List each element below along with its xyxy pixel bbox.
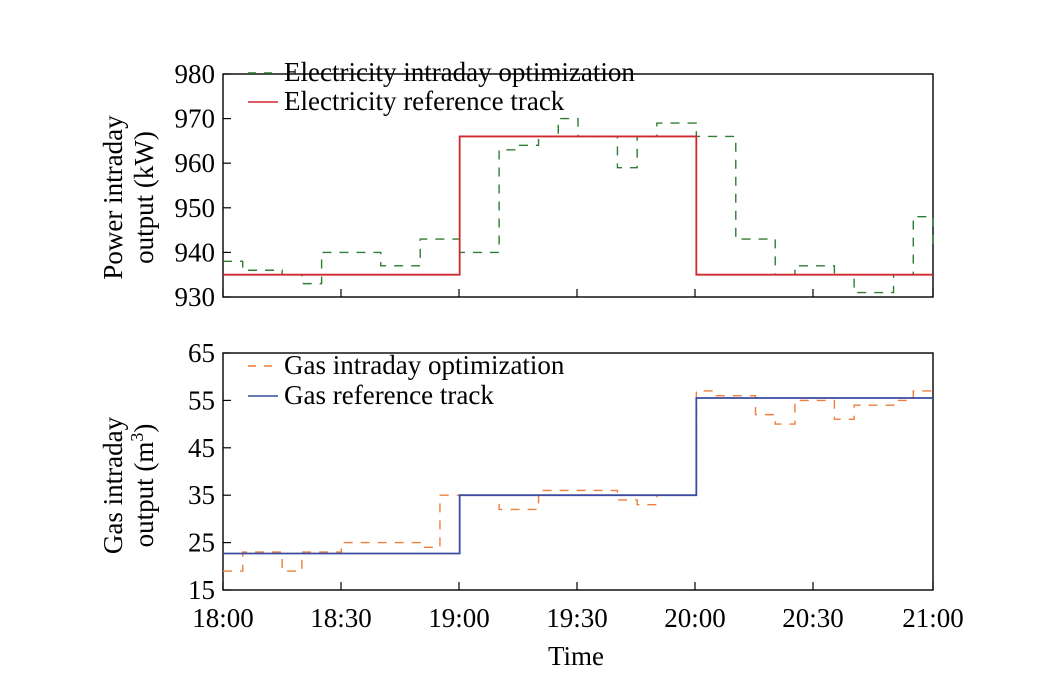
plot-frame-2 — [222, 352, 934, 591]
x-tick-label-5: 20:30 — [782, 603, 844, 633]
x-tick-label-2: 19:00 — [428, 603, 490, 633]
y-tick-label-1-5: 980 — [175, 59, 216, 89]
x-tick-label-4: 20:00 — [664, 603, 726, 633]
plot-frame-1 — [222, 73, 934, 298]
y-tick-label-2-1: 25 — [188, 528, 215, 558]
y-tick-label-1-3: 960 — [175, 148, 216, 178]
y-axis-label-1: Power intradayoutput (kW) — [98, 115, 159, 280]
y-tick-label-1-2: 950 — [175, 193, 216, 223]
series-line-1-2 — [223, 135, 933, 276]
y-tick-label-2-2: 35 — [188, 480, 215, 510]
x-tick-label-0: 18:00 — [192, 603, 254, 633]
y-tick-label-2-3: 45 — [188, 433, 215, 463]
x-tick-label-1: 18:30 — [310, 603, 372, 633]
x-axis-label: Time — [548, 641, 604, 671]
y-tick-label-2-0: 15 — [188, 575, 215, 605]
x-tick-label-6: 21:00 — [902, 603, 964, 633]
y-tick-label-1-1: 940 — [175, 237, 216, 267]
legend-label-2-1: Gas intraday optimization — [284, 350, 565, 380]
y-axis-label-2: Gas intradayoutput (m3) — [98, 416, 159, 554]
legend-label-1-2: Electricity reference track — [284, 86, 565, 116]
series-line-2-1 — [223, 390, 933, 572]
legend-label-1-1: Electricity intraday optimization — [284, 57, 635, 87]
y-tick-label-2-5: 65 — [188, 338, 215, 368]
y-tick-label-2-4: 55 — [188, 385, 215, 415]
y-tick-label-1-4: 970 — [175, 104, 216, 134]
legend-label-2-2: Gas reference track — [284, 380, 494, 410]
series-line-2-2 — [223, 397, 933, 555]
y-tick-label-1-0: 930 — [175, 282, 216, 312]
series-line-1-1 — [223, 117, 934, 294]
x-tick-label-3: 19:30 — [546, 603, 608, 633]
